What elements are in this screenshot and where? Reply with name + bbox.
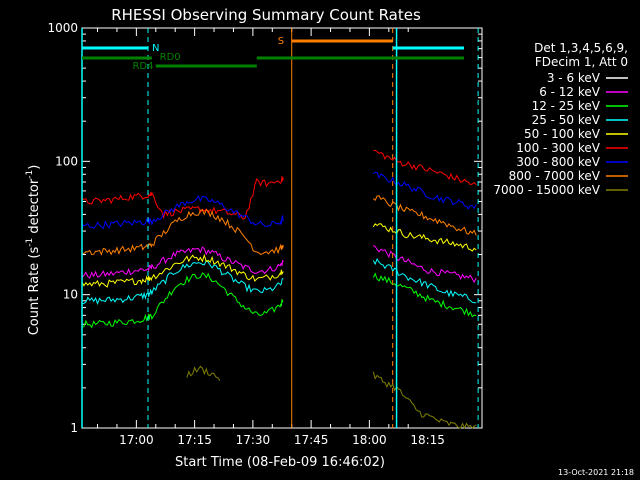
- plot-frame: [81, 27, 483, 429]
- footer-date: 13-Oct-2021 21:18: [558, 468, 634, 477]
- x-axis-label: Start Time (08-Feb-09 16:46:02): [175, 455, 385, 470]
- legend-header-2: FDecim 1, Att 0: [535, 55, 628, 69]
- series-line-4: [81, 223, 477, 288]
- series-layer: [81, 149, 477, 430]
- y-tick-label: 10: [63, 288, 78, 302]
- y-axis-label: Count Rate (s-1 detector-1): [25, 165, 42, 336]
- legend-label-8: 7000 - 15000 keV: [493, 183, 600, 197]
- legend-label-6: 300 - 800 keV: [516, 155, 600, 169]
- legend-label-1: 6 - 12 keV: [539, 85, 601, 99]
- legend-label-4: 50 - 100 keV: [524, 127, 601, 141]
- x-tick-label: 18:15: [410, 433, 445, 447]
- series-line-6: [81, 171, 477, 230]
- series-line-1: [81, 245, 477, 284]
- legend-label-5: 100 - 300 keV: [516, 141, 600, 155]
- y-axis-label-group: Count Rate (s-1 detector-1): [25, 165, 42, 336]
- legend-header-1: Det 1,3,4,5,6,9,: [534, 41, 628, 55]
- y-axis-label-part1: Count Rate (s: [27, 247, 42, 336]
- x-tick-label: 17:00: [119, 433, 154, 447]
- y-tick-labels: 1 10 100 1000: [47, 21, 78, 435]
- legend-label-0: 3 - 6 keV: [547, 71, 601, 85]
- x-tick-label: 17:45: [294, 433, 329, 447]
- series-line-3: [81, 258, 477, 306]
- y-tick-label: 100: [55, 154, 78, 168]
- series-line-2: [81, 272, 477, 329]
- x-tick-label: 17:15: [177, 433, 212, 447]
- series-line-8: [186, 365, 477, 430]
- series-line-0: [81, 281, 477, 345]
- legend-label-7: 800 - 7000 keV: [509, 169, 601, 183]
- chart-title: RHESSI Observing Summary Count Rates: [111, 6, 421, 24]
- x-tick-labels: 17:00 17:15 17:30 17:45 18:00 18:15: [119, 433, 445, 447]
- series-line-5: [81, 149, 477, 220]
- axes: [81, 27, 483, 429]
- y-axis-label-end: ): [27, 165, 42, 170]
- rd0-label: RD0: [160, 52, 181, 63]
- y-axis-label-part2: detector: [27, 178, 42, 238]
- y-axis-label-sup1: -1: [25, 238, 35, 247]
- y-tick-label: 1000: [47, 21, 78, 35]
- rd4-label: RD4: [132, 61, 153, 72]
- legend-label-2: 12 - 25 keV: [532, 99, 601, 113]
- y-axis-label-sup2: -1: [25, 170, 35, 179]
- x-tick-label: 18:00: [352, 433, 387, 447]
- series-line-7: [81, 195, 477, 256]
- s-label: S: [278, 36, 284, 47]
- legend: Det 1,3,4,5,6,9, FDecim 1, Att 0 3 - 6 k…: [493, 41, 628, 197]
- y-tick-label: 1: [70, 421, 78, 435]
- annotation-layer: N S RD0 RD4: [81, 28, 479, 428]
- legend-label-3: 25 - 50 keV: [532, 113, 601, 127]
- n-label: N: [152, 43, 159, 54]
- x-tick-label: 17:30: [236, 433, 271, 447]
